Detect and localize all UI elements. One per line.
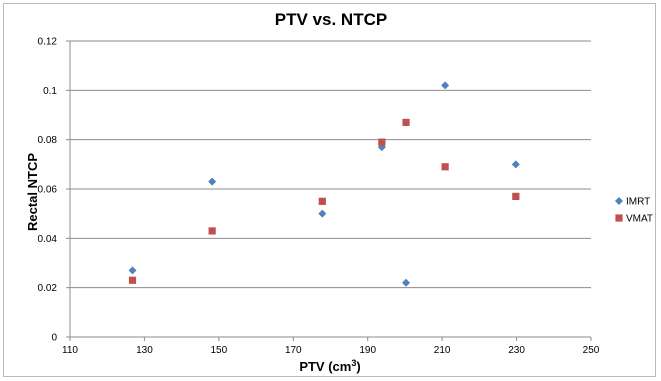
y-tick-label: 0.06	[38, 185, 58, 196]
x-tick-label: 130	[136, 345, 153, 356]
imrt-point	[402, 278, 411, 287]
x-axis-label-close: )	[356, 359, 360, 374]
legend-marker-imrt	[615, 197, 623, 205]
legend: IMRT VMAT	[615, 197, 653, 225]
x-tick-label: 190	[359, 345, 376, 356]
legend-label-vmat: VMAT	[626, 214, 653, 225]
imrt-point	[128, 266, 137, 275]
chart-title: PTV vs. NTCP	[275, 10, 387, 29]
x-tick-label: 230	[508, 345, 525, 356]
x-tick-label: 210	[434, 345, 451, 356]
gridlines	[70, 40, 591, 289]
data-points	[128, 81, 520, 287]
imrt-point	[511, 160, 520, 169]
x-tick-label: 150	[211, 345, 228, 356]
vmat-point	[378, 138, 386, 146]
series-vmat	[128, 118, 520, 284]
x-tick-label: 250	[583, 345, 600, 356]
x-tick-labels: 110 130 150 170 190 210 230 250	[62, 345, 600, 356]
chart-frame	[3, 3, 656, 377]
x-axis-label-main: PTV (cm	[299, 359, 351, 374]
imrt-point	[318, 209, 327, 218]
y-tick-labels: 0 0.02 0.04 0.06 0.08 0.1 0.12	[38, 37, 58, 344]
legend-label-imrt: IMRT	[626, 197, 650, 208]
axes	[66, 40, 592, 341]
imrt-point	[441, 81, 450, 90]
vmat-point	[208, 227, 216, 235]
x-tick-label: 170	[285, 345, 302, 356]
x-axis-label: PTV (cm3)	[299, 358, 360, 374]
y-tick-label: 0.04	[38, 234, 58, 245]
series-imrt	[128, 81, 520, 287]
vmat-point	[512, 192, 520, 200]
vmat-point	[318, 197, 326, 205]
y-tick-label: 0.02	[38, 283, 58, 294]
y-tick-label: 0.1	[43, 86, 57, 97]
y-tick-label: 0.12	[38, 37, 58, 48]
vmat-point	[402, 118, 410, 126]
vmat-point	[441, 163, 449, 171]
y-tick-label: 0.08	[38, 135, 58, 146]
y-axis-label: Rectal NTCP	[25, 153, 40, 231]
x-axis-label-superscript: 3	[351, 358, 356, 368]
y-tick-label: 0	[51, 333, 57, 344]
legend-marker-vmat	[615, 214, 623, 222]
x-tick-label: 110	[62, 345, 78, 356]
vmat-point	[128, 276, 137, 284]
imrt-point	[208, 177, 217, 186]
